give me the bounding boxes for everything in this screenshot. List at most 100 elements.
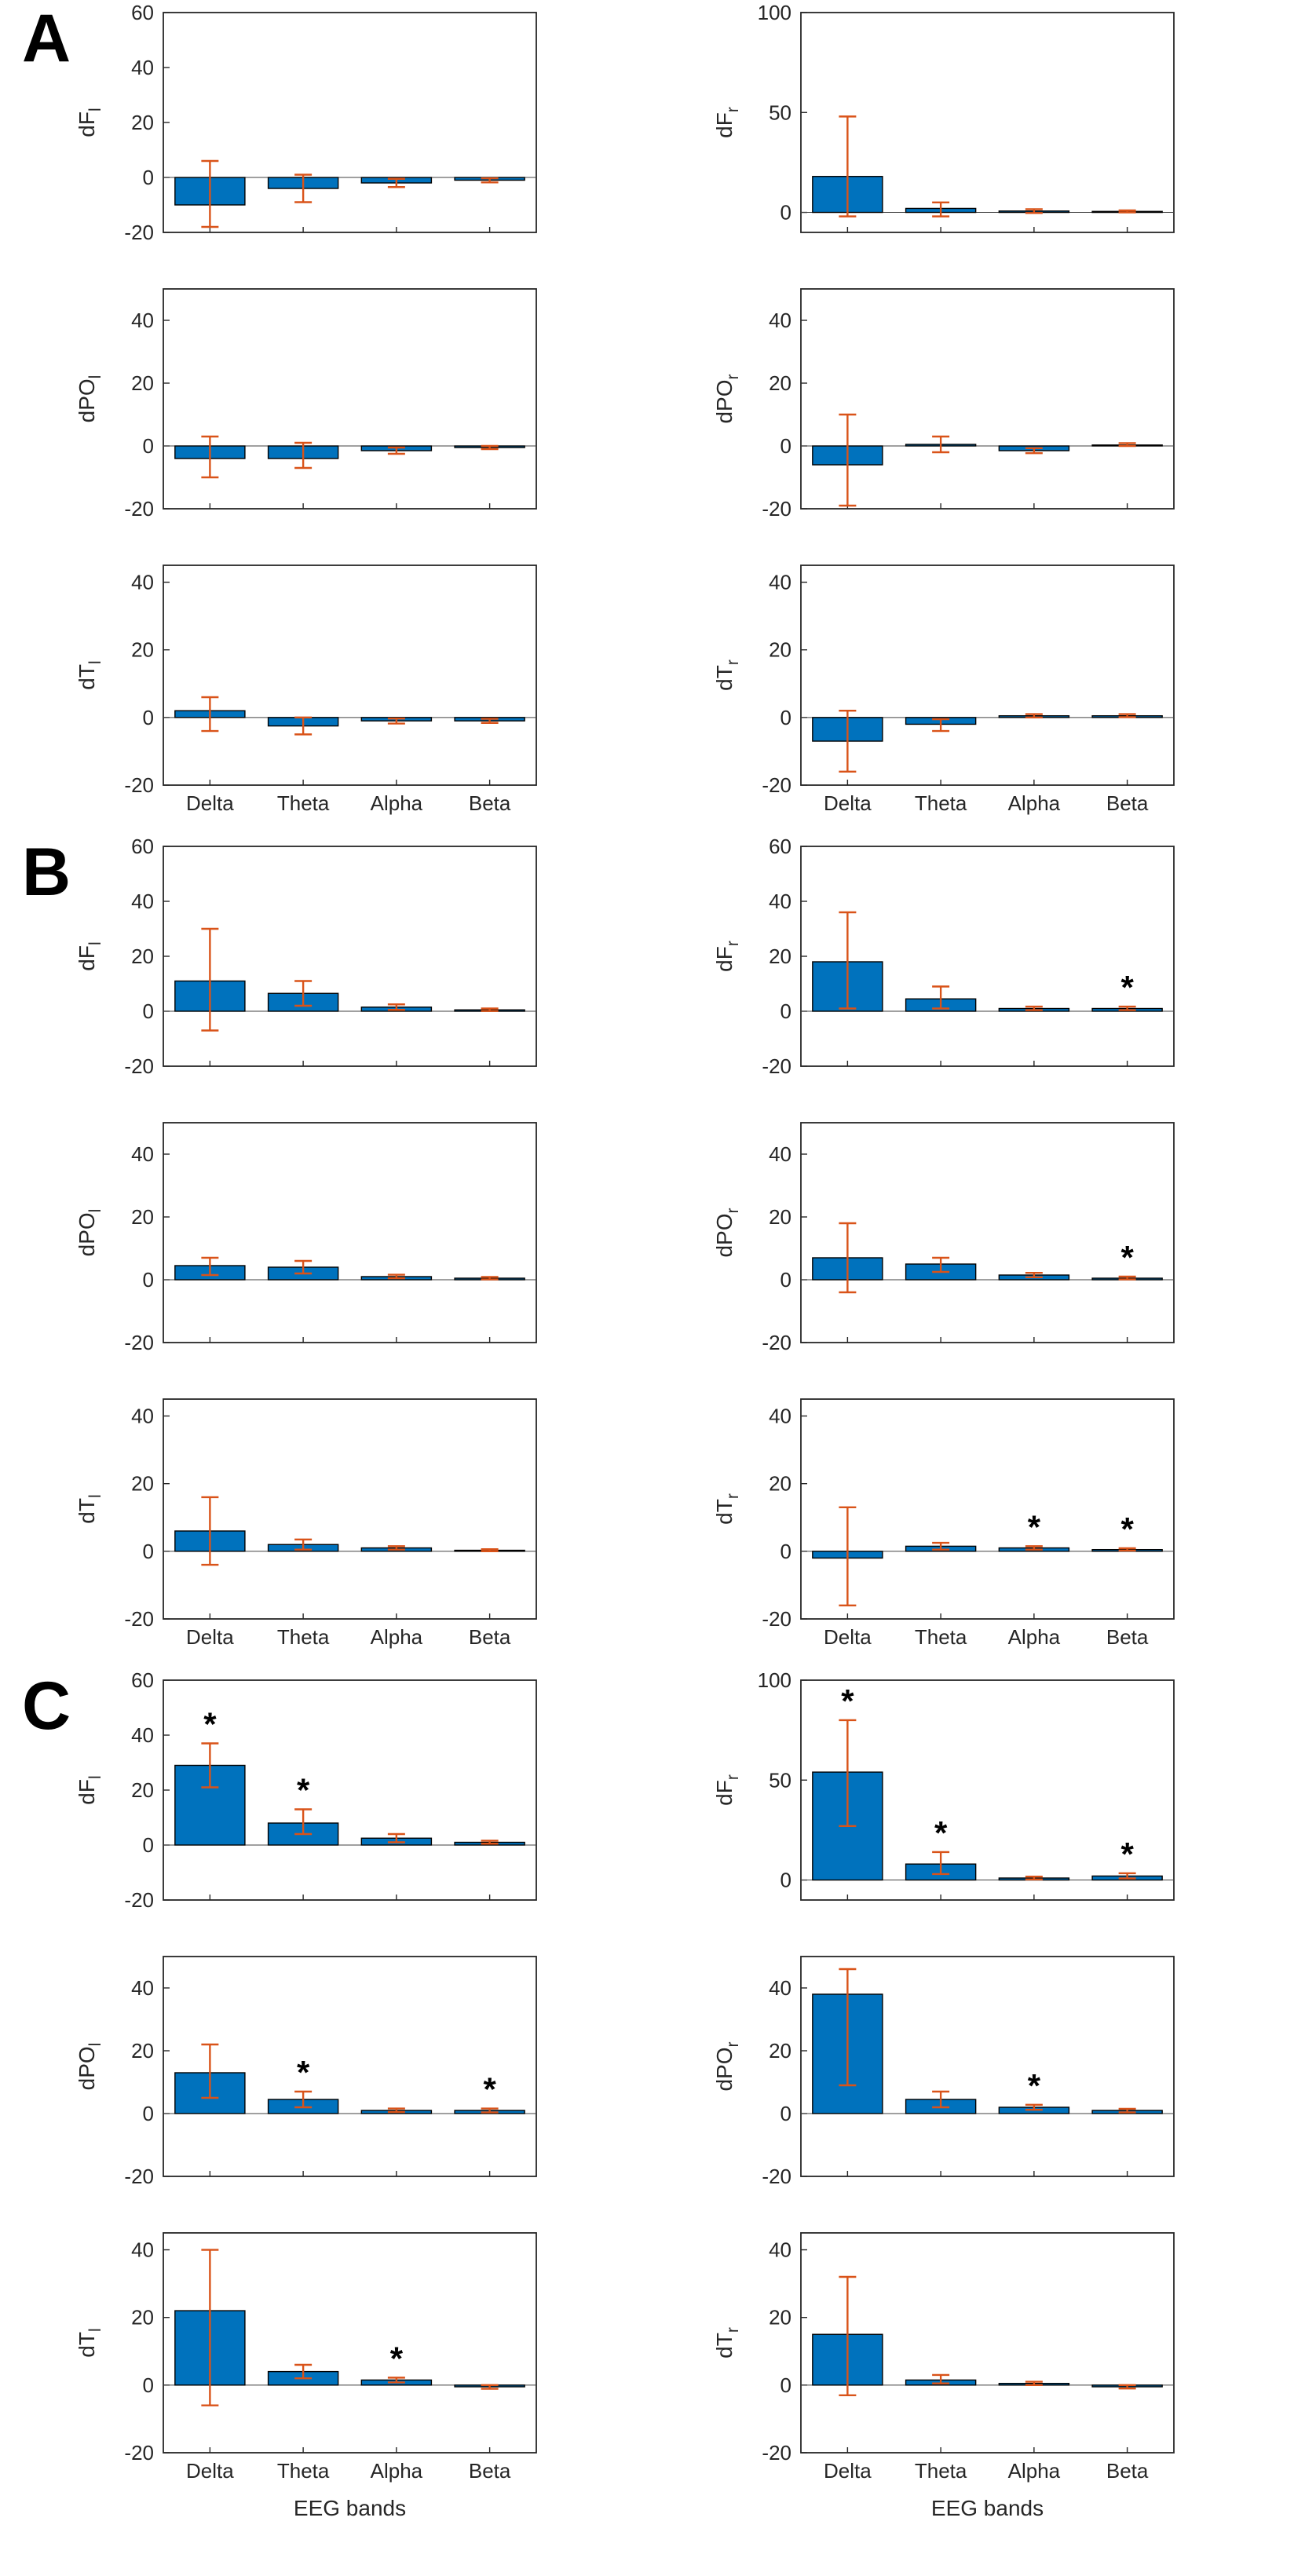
y-tick-label: -20 <box>762 2165 791 2188</box>
y-tick-label: 20 <box>769 2306 791 2329</box>
y-tick-label: 40 <box>131 1976 154 2000</box>
error-bar-theta <box>932 985 950 1010</box>
y-tick-label: 0 <box>143 999 154 1023</box>
x-tick-label: Theta <box>915 791 967 815</box>
y-axis-label: dPOr <box>712 374 742 423</box>
error-bar-theta <box>932 2373 950 2384</box>
x-tick-label: Alpha <box>371 1625 423 1649</box>
error-bar-delta <box>201 1742 219 1789</box>
error-bar-delta <box>839 1506 857 1606</box>
chart-cell-dF-l: -20 0 20 40 60 * * dFl <box>22 1671 660 1947</box>
error-bar-delta <box>839 2275 857 2396</box>
y-tick-label: 0 <box>143 166 154 189</box>
y-tick-label: -20 <box>124 2441 154 2465</box>
y-tick-label: 20 <box>769 371 791 395</box>
y-tick-label: 60 <box>131 837 154 858</box>
y-tick-label: 40 <box>769 571 791 594</box>
y-axis-label: dFl <box>75 1775 104 1804</box>
subplot-dF-r: 0 50 100 dFr <box>712 3 1175 233</box>
y-tick-label: 0 <box>780 1540 791 1563</box>
y-axis-label: dTr <box>712 2327 742 2359</box>
error-bar-beta <box>1118 209 1136 214</box>
error-bar-delta <box>839 710 857 773</box>
error-bar-beta <box>1118 2107 1136 2114</box>
y-tick-label: -20 <box>124 1607 154 1631</box>
y-tick-label: 40 <box>769 890 791 913</box>
subplot-dF-r: -20 0 20 40 60 * dFr <box>712 837 1175 1078</box>
y-axis-label: dTr <box>712 1493 742 1525</box>
chart-cell-dF-r: 0 50 100 * * * dFr <box>660 1671 1297 1947</box>
panel-label-b: B <box>22 835 71 910</box>
error-bar-theta <box>932 1256 950 1273</box>
y-tick-label: 0 <box>780 1268 791 1292</box>
chart-cell-dF-r: -20 0 20 40 60 * dFr <box>660 837 1297 1113</box>
panel-c-charts: -20 0 20 40 60 * * dFl 0 50 100 * * * dFr -20 0 20 40 * * dPO… <box>22 1671 1305 2536</box>
panel-B: B -20 0 20 40 60 dFl -20 0 20 40 60 * dFr -20 0 20 40 dPO… <box>0 837 1305 1666</box>
error-bar-beta <box>481 444 499 451</box>
y-tick-label: -20 <box>762 1331 791 1354</box>
y-tick-label: -20 <box>124 1888 154 1912</box>
significance-asterisk: * <box>203 1706 217 1743</box>
x-tick-label: Theta <box>915 1625 967 1649</box>
significance-asterisk: * <box>1120 969 1134 1006</box>
error-bar-alpha <box>387 1273 405 1280</box>
error-bar-alpha <box>387 2107 405 2114</box>
y-axis-label: dFl <box>75 941 104 970</box>
error-bar-theta <box>294 1808 313 1836</box>
x-tick-label: Theta <box>915 2459 967 2483</box>
chart-cell-dF-r: 0 50 100 dFr <box>660 3 1297 280</box>
axes-box <box>800 1122 1175 1343</box>
error-bar-delta <box>201 2249 219 2406</box>
subplot-dT-l: -20 0 20 40 Delta Theta Alpha Beta dTl <box>75 565 537 815</box>
y-tick-label: 40 <box>131 309 154 332</box>
axes-box <box>163 1398 537 1620</box>
axes-box <box>800 288 1175 510</box>
x-tick-label: Beta <box>1106 1625 1149 1649</box>
y-axis-label: dFr <box>712 941 742 972</box>
error-bar-alpha <box>1025 1876 1043 1880</box>
subplot-dF-l: -20 0 20 40 60 dFl <box>75 3 537 244</box>
chart-cell-dF-l: -20 0 20 40 60 dFl <box>22 3 660 280</box>
y-tick-label: 40 <box>769 309 791 332</box>
error-bar-alpha <box>387 2377 405 2384</box>
chart-cell-dPO-r: -20 0 20 40 dPOr <box>660 280 1297 556</box>
y-tick-label: 40 <box>769 1142 791 1166</box>
significance-asterisk: * <box>1028 1508 1041 1545</box>
error-bar-delta <box>201 1496 219 1566</box>
error-bar-delta <box>201 696 219 733</box>
error-bar-delta <box>201 1256 219 1277</box>
x-tick-label: Delta <box>824 2459 872 2483</box>
significance-asterisk: * <box>934 1814 948 1851</box>
subplot-dPO-r: -20 0 20 40 * dPOr <box>712 1956 1175 2188</box>
error-bar-delta <box>839 1719 857 1828</box>
y-tick-label: 0 <box>143 1540 154 1563</box>
error-bar-beta <box>1118 1547 1136 1552</box>
x-tick-label: Delta <box>186 2459 234 2483</box>
y-tick-label: -20 <box>762 1054 791 1078</box>
error-bar-theta <box>294 1259 313 1275</box>
y-axis-label: dFr <box>712 107 742 138</box>
axes-box <box>163 1122 537 1343</box>
y-tick-label: 60 <box>769 837 791 858</box>
x-tick-label: Delta <box>824 1625 872 1649</box>
error-bar-theta <box>294 716 313 736</box>
chart-cell-dPO-r: -20 0 20 40 * dPOr <box>660 1947 1297 2223</box>
axes-box <box>163 1956 537 2177</box>
y-tick-label: 0 <box>143 706 154 729</box>
axes-box <box>800 846 1175 1067</box>
significance-asterisk: * <box>841 1683 854 1719</box>
x-axis-label: EEG bands <box>931 2496 1044 2520</box>
y-tick-label: 60 <box>131 3 154 24</box>
y-tick-label: 50 <box>769 1768 791 1792</box>
subplot-dT-r: -20 0 20 40 Delta Theta Alpha Beta dTr <box>712 565 1175 815</box>
chart-cell-dF-l: -20 0 20 40 60 dFl <box>22 837 660 1113</box>
error-bar-alpha <box>1025 713 1043 719</box>
y-tick-label: 50 <box>769 100 791 124</box>
x-tick-label: Delta <box>186 791 234 815</box>
error-bar-alpha <box>387 1545 405 1551</box>
x-tick-label: Beta <box>469 791 511 815</box>
y-axis-label: dTl <box>75 660 104 689</box>
error-bar-beta <box>1118 1005 1136 1011</box>
y-tick-label: 40 <box>769 1976 791 2000</box>
y-tick-label: -20 <box>762 497 791 521</box>
